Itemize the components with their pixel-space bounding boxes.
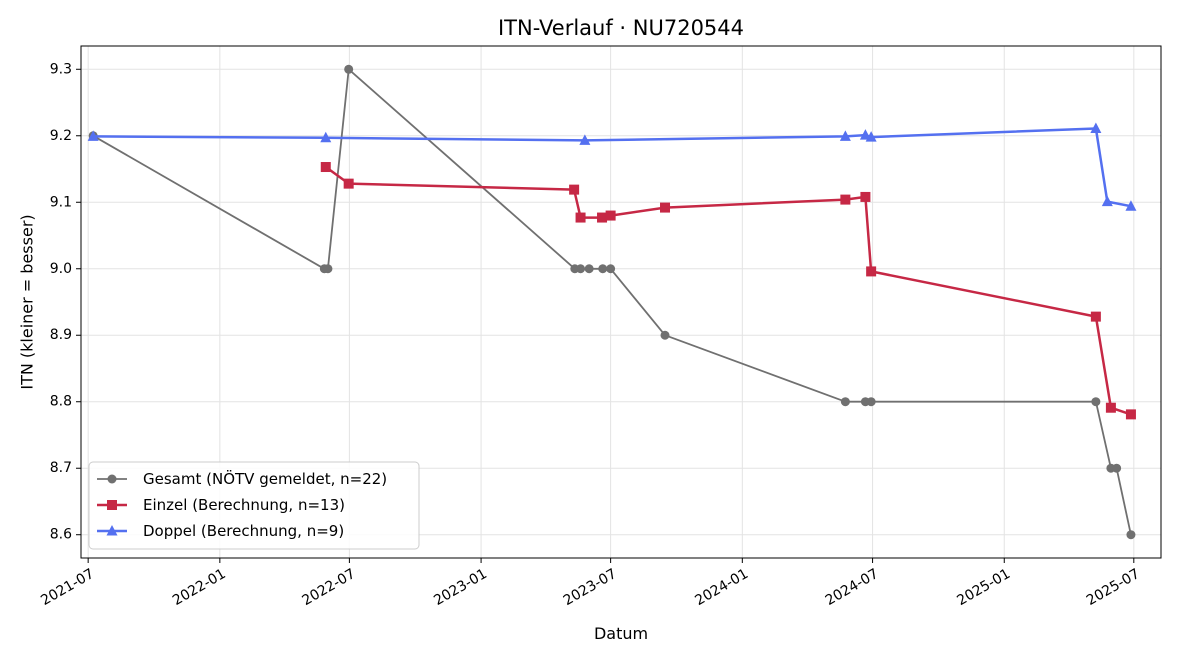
gesamt-data-point bbox=[866, 397, 876, 407]
y-tick-label: 9.2 bbox=[50, 128, 72, 144]
einzel-data-point bbox=[597, 212, 608, 223]
legend-item-gesamt: Gesamt (NÖTV gemeldet, n=22) bbox=[97, 469, 387, 488]
x-tick-label: 2023-01 bbox=[431, 566, 490, 609]
einzel-data-point bbox=[1090, 311, 1101, 322]
y-tick-label: 8.8 bbox=[50, 394, 72, 410]
x-tick-label: 2023-07 bbox=[561, 566, 620, 609]
data-series bbox=[87, 64, 1137, 540]
doppel-data-point bbox=[87, 130, 99, 141]
gesamt-data-point bbox=[584, 264, 594, 274]
einzel-data-point bbox=[320, 162, 331, 173]
doppel-series-line bbox=[93, 127, 1132, 208]
gesamt-data-point bbox=[576, 264, 586, 274]
gesamt-data-point bbox=[1112, 463, 1122, 473]
einzel-data-point bbox=[343, 178, 354, 189]
x-tick-label: 2025-07 bbox=[1084, 566, 1143, 609]
gesamt-data-point bbox=[323, 264, 333, 274]
legend-item-doppel: Doppel (Berechnung, n=9) bbox=[97, 522, 344, 540]
plot-area-frame bbox=[80, 45, 1162, 559]
doppel-series bbox=[87, 122, 1137, 211]
gesamt-data-point bbox=[598, 264, 608, 274]
doppel-data-point bbox=[320, 131, 332, 143]
einzel-data-point bbox=[1105, 402, 1116, 413]
einzel-data-point bbox=[605, 210, 616, 221]
legend-label: Doppel (Berechnung, n=9) bbox=[143, 522, 344, 540]
einzel-data-point bbox=[840, 194, 851, 205]
doppel-data-point bbox=[839, 130, 851, 141]
gesamt-data-point bbox=[660, 330, 670, 340]
legend-marker bbox=[107, 474, 117, 484]
einzel-data-point bbox=[860, 191, 871, 202]
y-tick-label: 8.6 bbox=[50, 527, 72, 543]
doppel-data-point bbox=[865, 131, 877, 142]
gesamt-data-point bbox=[1091, 397, 1101, 407]
einzel-series-line bbox=[325, 165, 1132, 416]
x-tick-label: 2024-01 bbox=[692, 566, 751, 609]
y-tick-label: 9.3 bbox=[50, 61, 72, 77]
einzel-data-point bbox=[569, 184, 580, 195]
einzel-data-point bbox=[575, 212, 586, 223]
doppel-data-point bbox=[1125, 200, 1137, 211]
legend: Gesamt (NÖTV gemeldet, n=22) Einzel (Bere… bbox=[88, 461, 420, 550]
legend-items: Gesamt (NÖTV gemeldet, n=22) Einzel (Bere… bbox=[97, 469, 387, 540]
legend-box bbox=[88, 461, 420, 550]
y-tick-label: 8.9 bbox=[50, 327, 72, 343]
x-axis-title: Datum bbox=[594, 624, 648, 643]
y-tick-label: 9.0 bbox=[50, 261, 72, 277]
legend-label: Einzel (Berechnung, n=13) bbox=[143, 496, 345, 514]
y-tick-label: 9.1 bbox=[50, 194, 72, 210]
gesamt-data-point bbox=[1126, 530, 1136, 540]
gesamt-data-point bbox=[840, 397, 850, 407]
legend-label: Gesamt (NÖTV gemeldet, n=22) bbox=[143, 469, 387, 488]
x-tick-label: 2022-07 bbox=[300, 566, 359, 609]
x-tick-label: 2021-07 bbox=[38, 566, 97, 609]
doppel-data-point bbox=[1090, 122, 1102, 133]
doppel-data-point bbox=[579, 134, 591, 145]
chart-title: ITN-Verlauf · NU720544 bbox=[498, 16, 744, 40]
gesamt-data-point bbox=[606, 264, 616, 274]
gesamt-data-point bbox=[344, 64, 354, 74]
y-axis-title: ITN (kleiner = besser) bbox=[18, 214, 37, 389]
x-tick-label: 2024-07 bbox=[823, 566, 882, 609]
x-tick-label: 2022-01 bbox=[170, 566, 229, 609]
doppel-data-point bbox=[1101, 195, 1113, 207]
einzel-series bbox=[320, 162, 1136, 420]
einzel-data-point bbox=[1125, 409, 1136, 420]
y-tick-label: 8.7 bbox=[50, 460, 72, 476]
legend-item-einzel: Einzel (Berechnung, n=13) bbox=[97, 496, 345, 514]
legend-marker bbox=[107, 500, 117, 510]
einzel-data-point bbox=[660, 202, 671, 213]
x-tick-label: 2025-01 bbox=[954, 566, 1013, 609]
legend-marker bbox=[106, 525, 118, 536]
einzel-data-point bbox=[866, 266, 877, 277]
